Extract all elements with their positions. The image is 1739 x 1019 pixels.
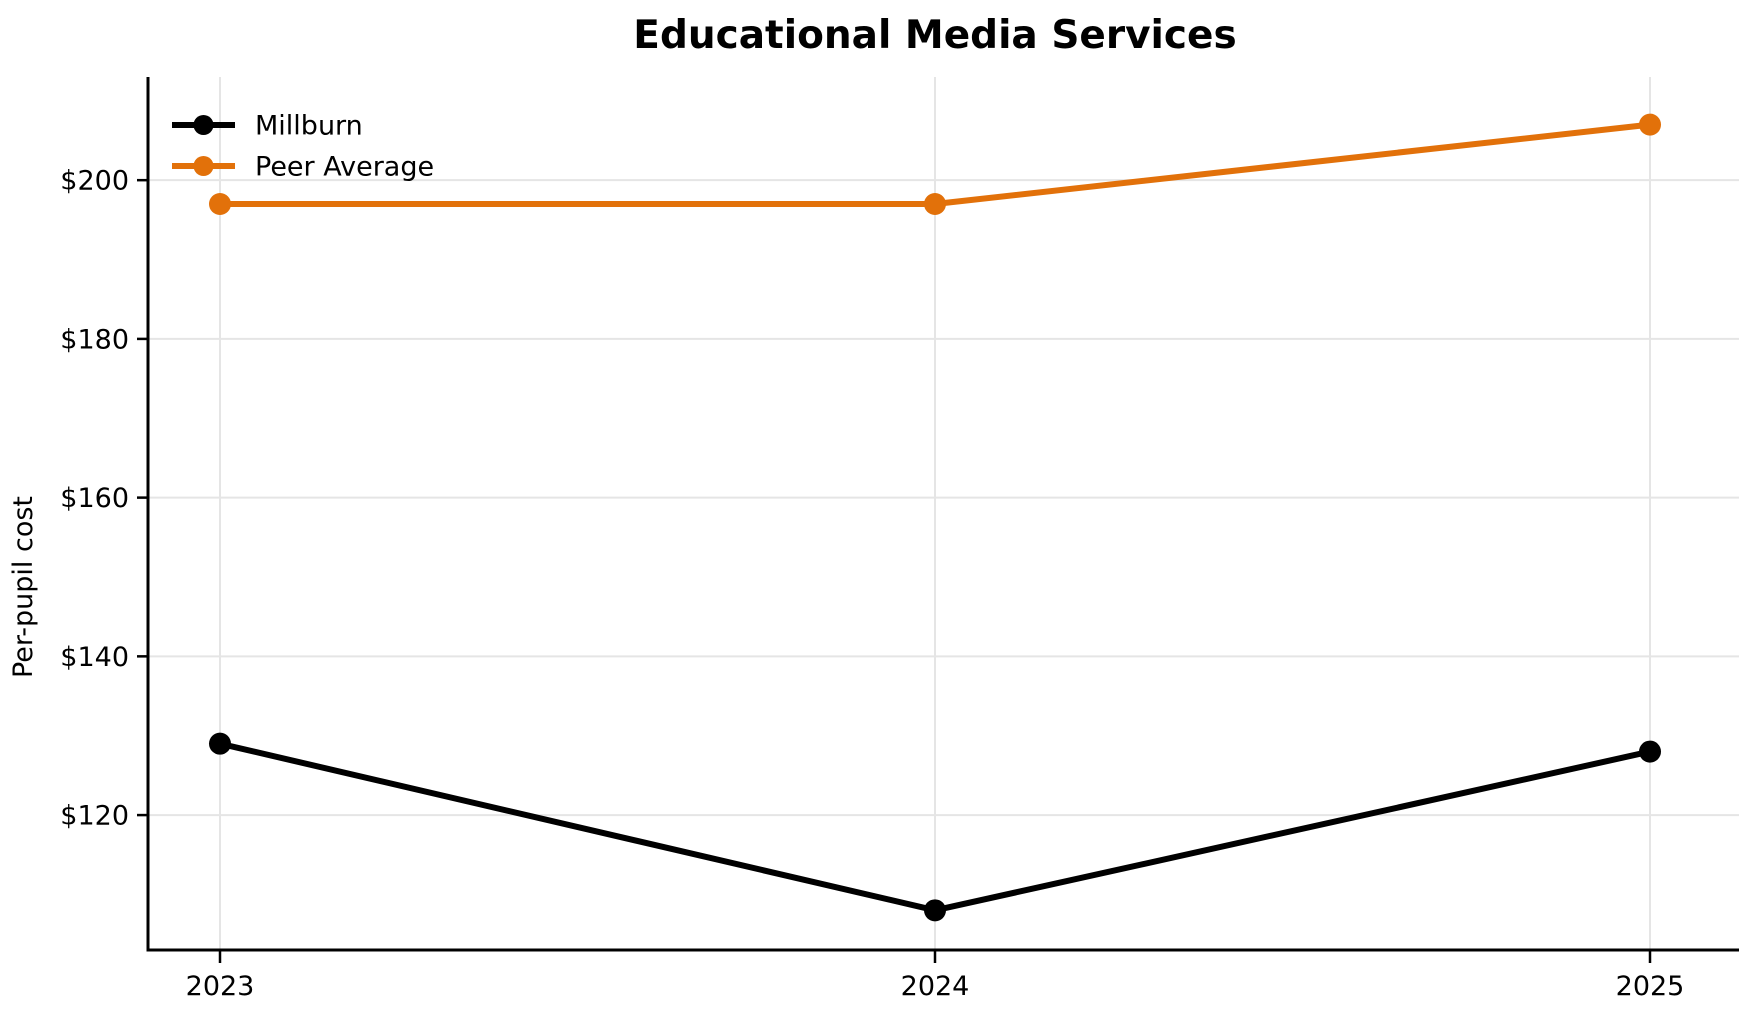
legend-item-millburn: Millburn	[172, 110, 363, 141]
legend: Millburn Peer Average	[172, 110, 434, 182]
x-tick-label: 2023	[186, 971, 255, 1002]
axis-ticks: $120 $140 $160 $180 $200 2023 2024 2025	[60, 166, 1684, 1002]
data-point-millburn-2025	[1639, 740, 1661, 763]
legend-label-millburn: Millburn	[255, 110, 363, 141]
x-tick-label: 2025	[1616, 971, 1685, 1002]
chart-title: Educational Media Services	[633, 13, 1236, 58]
data-point-peer-average-2025	[1639, 113, 1661, 136]
data-point-peer-average-2023	[209, 192, 231, 215]
data-point-peer-average-2024	[924, 192, 946, 215]
y-tick-label: $180	[60, 324, 129, 355]
legend-marker-millburn	[193, 115, 214, 135]
legend-marker-peer-average	[193, 156, 214, 176]
legend-label-peer-average: Peer Average	[255, 151, 434, 182]
axes-spines	[146, 77, 1739, 952]
grid-layer	[148, 77, 1739, 950]
data-point-millburn-2023	[209, 732, 231, 755]
data-point-millburn-2024	[924, 899, 946, 922]
y-tick-label: $120	[60, 801, 129, 832]
y-tick-label: $200	[60, 166, 129, 197]
data-series-layer	[209, 113, 1661, 922]
y-axis-label: Per-pupil cost	[8, 496, 39, 678]
x-tick-label: 2024	[901, 971, 970, 1002]
y-tick-label: $160	[60, 483, 129, 514]
y-tick-label: $140	[60, 642, 129, 673]
legend-item-peer-average: Peer Average	[172, 151, 434, 182]
